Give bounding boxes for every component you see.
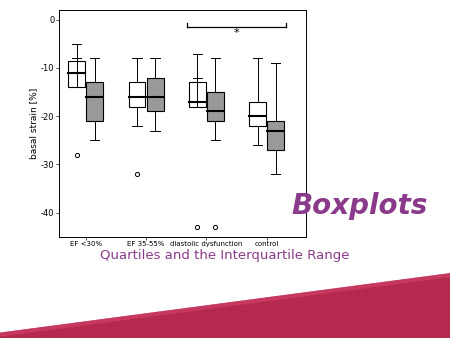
Bar [147,78,163,111]
Text: Quartiles and the Interquartile Range: Quartiles and the Interquartile Range [100,249,350,262]
Text: Boxplots: Boxplots [292,192,428,220]
Bar [86,82,103,121]
Bar [129,82,145,106]
Bar [249,102,266,126]
Y-axis label: basal strain [%]: basal strain [%] [29,88,38,159]
Bar [267,121,284,150]
Polygon shape [0,273,450,338]
Bar [68,61,85,87]
Text: *: * [234,28,239,39]
Polygon shape [0,273,450,337]
Bar [189,82,206,106]
Bar [207,92,224,121]
